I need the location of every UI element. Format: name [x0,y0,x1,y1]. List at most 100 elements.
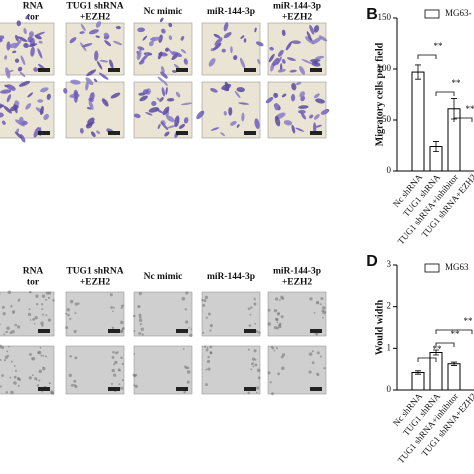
cell [228,106,233,116]
cell [273,325,278,330]
column-header: miR-144-3p [207,272,255,282]
cell [230,120,237,126]
cell [32,318,36,321]
cell [101,98,109,107]
cell [241,112,245,122]
cell [320,297,324,301]
significance-label: ** [466,104,474,114]
cell [109,293,113,297]
cell [205,348,209,352]
cell [157,51,163,60]
cell [87,117,95,125]
cell [272,57,280,67]
cell [19,71,26,77]
significance-bracket [417,54,437,59]
cell [189,333,193,337]
significance-label: ** [433,344,443,354]
scale-bar [108,387,120,391]
cell [36,303,39,306]
cell [121,327,125,330]
scale-bar [244,329,256,333]
cell [258,331,261,334]
cell [120,356,123,360]
cell [38,40,43,44]
cell [23,28,27,35]
cell [43,113,49,120]
y-tick-label: 100 [378,63,392,73]
cell [207,367,211,371]
micrograph [0,14,55,79]
cell [313,93,320,99]
error-bar [433,141,439,153]
column-header: RNA [23,267,44,277]
column-header: TUG1 shRNA [66,267,123,277]
column-header: tor [27,13,40,23]
cell [162,80,168,87]
cell [137,305,140,308]
cell [205,368,208,371]
cell [223,88,230,92]
cell [322,310,327,315]
cell [161,87,166,97]
cell [254,298,256,301]
cell [207,355,210,359]
cell [110,306,114,309]
cell [138,316,142,319]
cell [90,131,96,138]
scale-bar [38,329,50,333]
scale-bar [310,387,322,391]
cell [115,25,121,30]
cell [267,322,272,326]
cell [138,291,142,296]
micrograph [0,344,55,395]
cell [63,88,68,94]
cell [94,50,99,62]
cell [120,320,124,325]
cell [6,41,11,51]
cell [96,60,103,70]
micrograph [0,290,55,337]
scale-bar [38,131,50,135]
cell [45,298,48,301]
cell [17,384,20,387]
cell [103,32,109,37]
cell [178,123,185,129]
cell [31,357,34,360]
cell [234,90,241,99]
cell [151,37,156,42]
cell [74,312,77,315]
cell [16,128,20,134]
cell [257,58,261,65]
micrograph [196,81,261,139]
scale-bar [108,68,120,72]
cell [289,69,297,73]
y-tick-label: 2 [387,301,392,311]
cell [184,365,187,369]
cell [33,127,40,138]
cell [33,67,39,72]
cell [68,373,72,378]
cell [5,330,8,334]
cell [114,360,118,365]
cell [256,368,261,373]
cell [17,36,28,43]
cell [281,93,287,98]
cell [136,49,142,61]
error-bar [451,98,457,120]
cell [37,351,40,354]
cell [118,383,121,386]
cell [309,24,315,35]
cell [196,110,205,120]
y-tick-label: 150 [378,12,392,22]
cell [29,290,32,294]
cell [10,305,13,308]
cell [257,376,261,380]
cell [45,355,48,358]
cell [47,296,51,300]
bar [447,363,461,391]
cell [160,71,168,79]
cell [247,391,250,395]
cell [3,359,7,362]
cell [13,375,17,379]
scale-bar [310,68,322,72]
